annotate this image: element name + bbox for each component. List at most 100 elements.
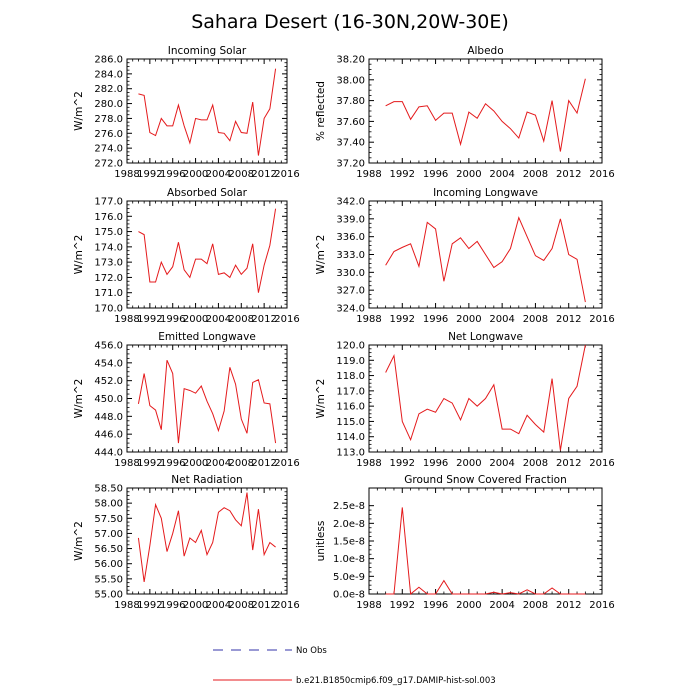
y-tick-label: 284.0 — [94, 69, 123, 80]
y-tick-label: 280.0 — [94, 99, 123, 110]
x-tick-label: 2004 — [489, 169, 514, 180]
y-axis-label: W/m^2 — [73, 521, 85, 561]
x-tick-label: 2004 — [489, 600, 514, 611]
y-tick-label: 330.0 — [336, 268, 365, 279]
y-tick-label: 57.50 — [94, 514, 123, 525]
x-tick-label: 2016 — [589, 169, 614, 180]
y-tick-label: 342.0 — [336, 197, 365, 208]
x-tick-label: 2008 — [229, 314, 254, 325]
x-tick-label: 1992 — [137, 314, 162, 325]
y-tick-label: 0.0e-8 — [333, 590, 365, 601]
panel-title: Incoming Longwave — [433, 187, 538, 199]
x-tick-label: 2000 — [456, 169, 481, 180]
x-tick-label: 1988 — [114, 600, 139, 611]
y-tick-label: 336.0 — [336, 232, 365, 243]
panel-ground-snow-covered-fraction: Ground Snow Covered Fraction unitless 1988… — [315, 474, 615, 611]
series-line-incoming-longwave — [385, 216, 586, 303]
x-tick-label: 1988 — [356, 169, 381, 180]
x-tick-label: 2012 — [556, 600, 581, 611]
y-tick-label: 171.0 — [94, 288, 123, 299]
panel-title: Albedo — [467, 45, 503, 57]
y-axis-label: % reflected — [315, 81, 327, 141]
panel-incoming-longwave: Incoming Longwave W/m^2 1988 1992 1996 2000 20… — [315, 187, 615, 325]
x-tick-label: 2000 — [456, 600, 481, 611]
y-tick-label: 274.0 — [94, 144, 123, 155]
y-axis-label: W/m^2 — [73, 379, 85, 419]
series-line-ground-snow-covered-fraction — [385, 507, 586, 595]
y-tick-label: 286.0 — [94, 55, 123, 66]
y-tick-label: 58.00 — [94, 499, 123, 510]
y-tick-label: 119.0 — [336, 356, 365, 367]
y-tick-label: 446.0 — [94, 430, 123, 441]
y-tick-label: 118.0 — [336, 371, 365, 382]
y-tick-label: 333.0 — [336, 250, 365, 261]
y-tick-label: 282.0 — [94, 84, 123, 95]
y-tick-label: 444.0 — [94, 448, 123, 459]
series-line-net-radiation — [137, 492, 276, 582]
x-tick-label: 1996 — [423, 458, 448, 469]
y-tick-label: 120.0 — [336, 341, 365, 352]
y-tick-label: 38.20 — [336, 55, 365, 66]
x-tick-label: 2012 — [556, 169, 581, 180]
x-tick-label: 1988 — [356, 314, 381, 325]
y-tick-label: 115.0 — [336, 417, 365, 428]
y-tick-label: 172.0 — [94, 273, 123, 284]
y-tick-label: 38.00 — [336, 75, 365, 86]
x-tick-label: 2008 — [523, 314, 548, 325]
y-tick-label: 113.0 — [336, 448, 365, 459]
x-tick-label: 2008 — [523, 169, 548, 180]
x-tick-label: 2004 — [206, 314, 231, 325]
y-axis-label: W/m^2 — [315, 379, 327, 419]
x-tick-label: 1992 — [137, 600, 162, 611]
x-tick-label: 2008 — [523, 458, 548, 469]
y-tick-label: 56.50 — [94, 544, 123, 555]
x-tick-label: 2016 — [274, 458, 299, 469]
x-tick-label: 2004 — [206, 458, 231, 469]
x-tick-label: 2000 — [456, 314, 481, 325]
x-tick-label: 2016 — [589, 458, 614, 469]
y-tick-label: 452.0 — [94, 376, 123, 387]
panels: Incoming SolarW/m^2198819921996200020042… — [73, 45, 615, 611]
panel-absorbed-solar: Absorbed SolarW/m^2198819921996200020042… — [73, 187, 300, 325]
panel-net-radiation: Net RadiationW/m^21988199219962000200420… — [73, 474, 300, 611]
x-tick-label: 2000 — [183, 458, 208, 469]
x-tick-label: 1996 — [423, 169, 448, 180]
y-tick-label: 37.80 — [336, 96, 365, 107]
x-tick-label: 1996 — [423, 314, 448, 325]
y-tick-label: 278.0 — [94, 114, 123, 125]
y-tick-label: 327.0 — [336, 286, 365, 297]
x-tick-label: 2008 — [229, 458, 254, 469]
y-tick-label: 1.5e-8 — [333, 537, 365, 548]
x-tick-label: 1992 — [390, 169, 415, 180]
x-tick-label: 2012 — [251, 458, 276, 469]
x-tick-label: 1992 — [390, 458, 415, 469]
legend-label-no-obs: No Obs — [296, 646, 327, 656]
y-axis-label: unitless — [315, 521, 327, 562]
x-tick-label: 1996 — [160, 600, 185, 611]
y-tick-label: 117.0 — [336, 386, 365, 397]
panel-title: Incoming Solar — [168, 45, 247, 57]
y-tick-label: 456.0 — [94, 341, 123, 352]
y-tick-label: 55.00 — [94, 590, 123, 601]
plot-frame — [126, 58, 288, 164]
y-tick-label: 58.50 — [94, 484, 123, 495]
y-tick-label: 176.0 — [94, 212, 123, 223]
y-tick-label: 448.0 — [94, 412, 123, 423]
plot-frame — [126, 487, 288, 595]
y-tick-label: 37.40 — [336, 138, 365, 149]
x-tick-label: 1992 — [390, 600, 415, 611]
x-tick-label: 2004 — [489, 314, 514, 325]
panel-title: Ground Snow Covered Fraction — [404, 474, 567, 486]
x-tick-label: 2016 — [274, 314, 299, 325]
x-tick-label: 1988 — [114, 169, 139, 180]
x-tick-label: 2012 — [251, 600, 276, 611]
y-axis-label: W/m^2 — [73, 235, 85, 275]
x-tick-label: 2004 — [206, 169, 231, 180]
x-tick-label: 1988 — [114, 458, 139, 469]
y-tick-label: 57.00 — [94, 529, 123, 540]
plot-frame — [368, 487, 603, 595]
legend: No Obs b.e21.B1850cmip6.f09_g17.DAMIP-hi… — [213, 646, 496, 686]
x-tick-label: 2000 — [456, 458, 481, 469]
x-tick-label: 2012 — [556, 314, 581, 325]
